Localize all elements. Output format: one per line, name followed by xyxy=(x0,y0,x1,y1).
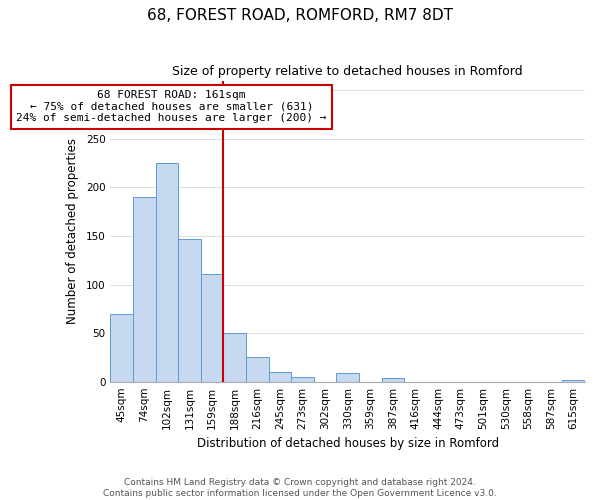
Bar xyxy=(291,377,314,382)
Bar xyxy=(201,274,223,382)
Text: Contains HM Land Registry data © Crown copyright and database right 2024.
Contai: Contains HM Land Registry data © Crown c… xyxy=(103,478,497,498)
Bar xyxy=(155,163,178,382)
Bar xyxy=(223,333,246,382)
Bar xyxy=(269,372,291,382)
Bar xyxy=(133,197,155,382)
Bar xyxy=(110,314,133,382)
Bar xyxy=(178,239,201,382)
Y-axis label: Number of detached properties: Number of detached properties xyxy=(66,138,79,324)
Title: Size of property relative to detached houses in Romford: Size of property relative to detached ho… xyxy=(172,65,523,78)
Bar xyxy=(337,373,359,382)
X-axis label: Distribution of detached houses by size in Romford: Distribution of detached houses by size … xyxy=(197,437,499,450)
Text: 68 FOREST ROAD: 161sqm
← 75% of detached houses are smaller (631)
24% of semi-de: 68 FOREST ROAD: 161sqm ← 75% of detached… xyxy=(16,90,327,124)
Bar xyxy=(382,378,404,382)
Bar xyxy=(562,380,585,382)
Bar xyxy=(246,358,269,382)
Text: 68, FOREST ROAD, ROMFORD, RM7 8DT: 68, FOREST ROAD, ROMFORD, RM7 8DT xyxy=(147,8,453,22)
